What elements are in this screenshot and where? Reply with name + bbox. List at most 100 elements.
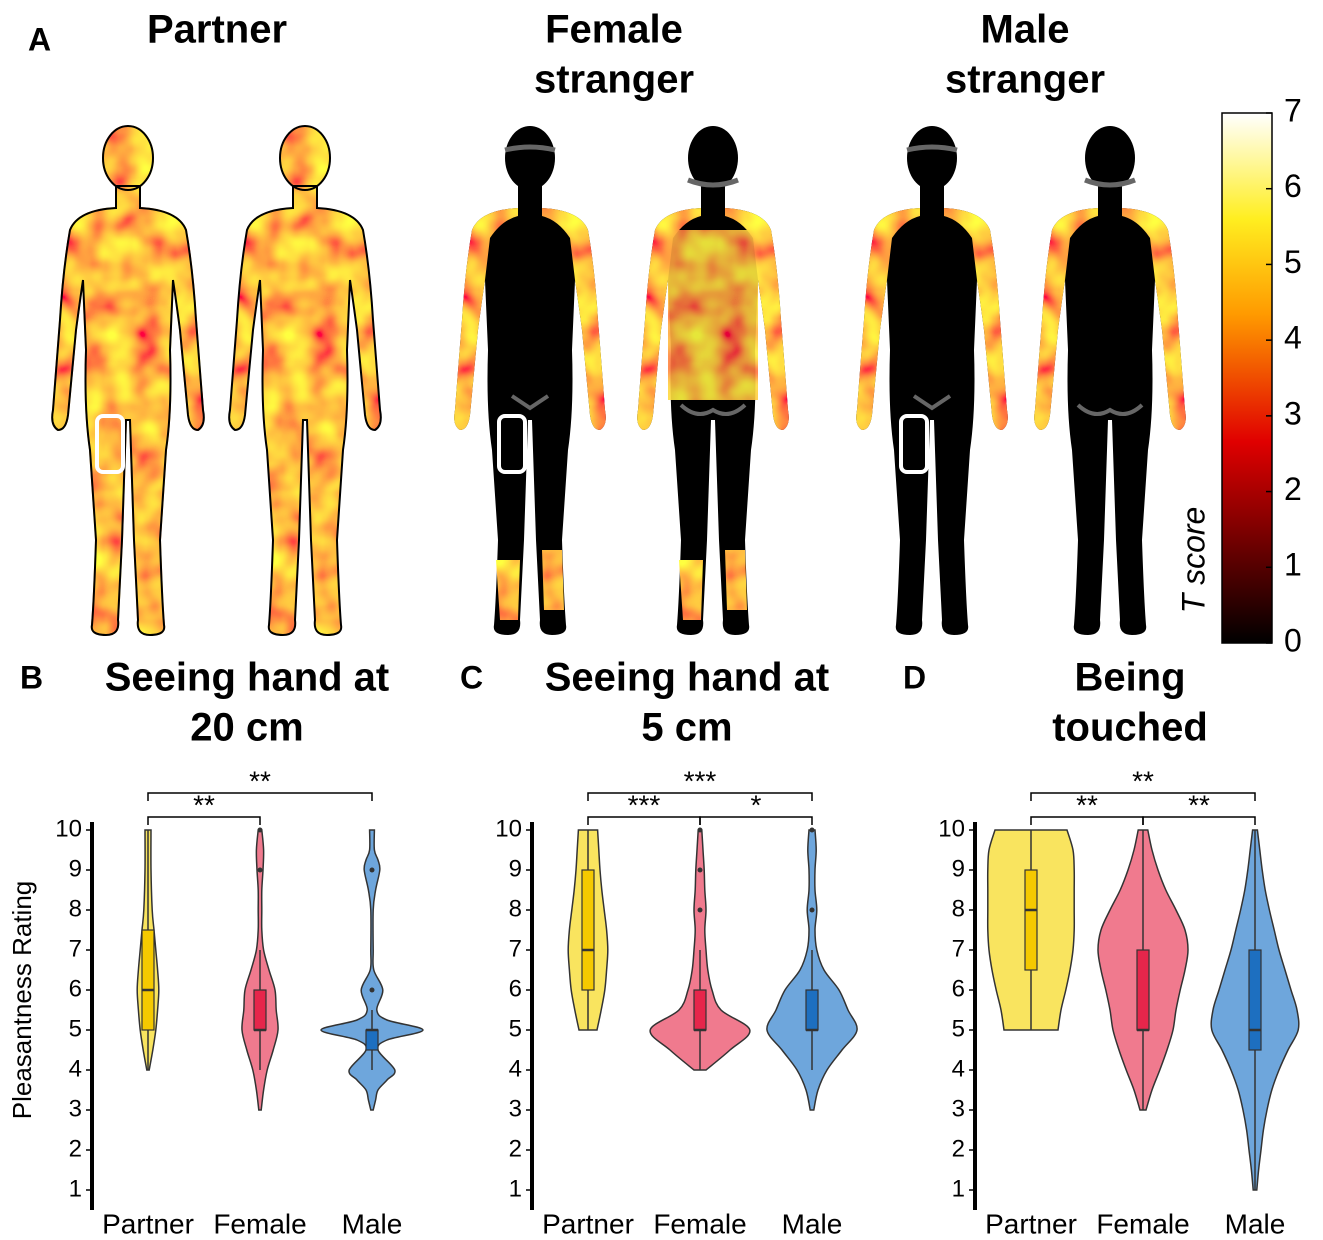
map-title: Female xyxy=(545,8,683,52)
male-back xyxy=(1034,126,1186,635)
map-title: Partner xyxy=(147,8,287,52)
x-tick-label: Female xyxy=(213,1208,306,1239)
y-tick-label: 3 xyxy=(509,1095,522,1122)
y-tick-label: 9 xyxy=(952,855,965,882)
significance-bracket xyxy=(587,792,813,801)
significance-label: ** xyxy=(1188,789,1210,820)
outlier xyxy=(257,867,263,873)
chart-title: Being xyxy=(1074,656,1185,700)
y-tick-label: 4 xyxy=(69,1055,82,1082)
outlier xyxy=(257,827,263,833)
y-tick-label: 2 xyxy=(952,1135,965,1162)
female-back xyxy=(637,126,789,635)
outlier xyxy=(697,907,703,913)
colorbar-tick-label: 7 xyxy=(1284,92,1302,128)
colorbar-tick-label: 5 xyxy=(1284,244,1302,280)
map-title: Male xyxy=(981,8,1070,52)
y-tick-label: 6 xyxy=(952,975,965,1002)
outlier xyxy=(697,867,703,873)
y-tick-label: 2 xyxy=(69,1135,82,1162)
outlier xyxy=(809,827,815,833)
panel-letter: A xyxy=(28,21,51,57)
colorbar-tick-label: 6 xyxy=(1284,168,1302,204)
x-tick-label: Partner xyxy=(985,1208,1077,1239)
y-tick-label: 3 xyxy=(69,1095,82,1122)
box xyxy=(581,869,595,991)
y-tick-label: 8 xyxy=(69,895,82,922)
y-tick-label: 9 xyxy=(509,855,522,882)
chart-title: 5 cm xyxy=(641,706,732,750)
box xyxy=(1136,949,1150,1031)
box xyxy=(253,989,267,1031)
panel-letter: C xyxy=(460,659,483,695)
chart-title: Seeing hand at xyxy=(105,656,390,700)
significance-label: ** xyxy=(1076,789,1098,820)
significance-label: *** xyxy=(628,789,661,820)
colorbar-label: T score xyxy=(1175,507,1211,614)
chart-title: 20 cm xyxy=(190,706,303,750)
y-tick-label: 7 xyxy=(69,935,82,962)
partner-back xyxy=(228,125,382,636)
y-tick-label: 2 xyxy=(509,1135,522,1162)
colorbar-tick-label: 1 xyxy=(1284,547,1302,583)
significance-bracket xyxy=(1030,792,1256,801)
box xyxy=(1248,949,1262,1051)
x-tick-label: Partner xyxy=(542,1208,634,1239)
male-front xyxy=(856,126,1008,635)
partner-front xyxy=(51,125,205,636)
y-tick-label: 5 xyxy=(69,1015,82,1042)
chart-title: Seeing hand at xyxy=(545,656,830,700)
y-tick-label: 1 xyxy=(69,1175,82,1202)
significance-bracket xyxy=(147,792,373,801)
significance-bracket xyxy=(1142,816,1256,825)
y-tick-label: 9 xyxy=(69,855,82,882)
x-tick-label: Female xyxy=(1096,1208,1189,1239)
y-tick-label: 7 xyxy=(509,935,522,962)
x-tick-label: Male xyxy=(1225,1208,1286,1239)
y-tick-label: 1 xyxy=(952,1175,965,1202)
female-front xyxy=(454,126,606,635)
x-tick-label: Partner xyxy=(102,1208,194,1239)
significance-bracket xyxy=(147,816,261,825)
significance-label: * xyxy=(751,789,762,820)
y-tick-label: 3 xyxy=(952,1095,965,1122)
outlier xyxy=(809,907,815,913)
y-tick-label: 1 xyxy=(509,1175,522,1202)
colorbar-tick-label: 4 xyxy=(1284,320,1302,356)
box xyxy=(805,989,819,1031)
y-tick-label: 5 xyxy=(952,1015,965,1042)
y-tick-label: 4 xyxy=(952,1055,965,1082)
violin xyxy=(320,829,424,1111)
y-tick-label: 5 xyxy=(509,1015,522,1042)
panel-letter: D xyxy=(903,659,926,695)
map-title: stranger xyxy=(945,58,1105,102)
significance-label: *** xyxy=(684,765,717,796)
x-tick-label: Male xyxy=(782,1208,843,1239)
y-tick-label: 10 xyxy=(55,815,82,842)
y-tick-label: 4 xyxy=(509,1055,522,1082)
y-tick-label: 8 xyxy=(952,895,965,922)
y-tick-label: 6 xyxy=(509,975,522,1002)
y-tick-label: 6 xyxy=(69,975,82,1002)
colorbar-tick-label: 2 xyxy=(1284,471,1302,507)
outlier xyxy=(369,867,375,873)
map-title: stranger xyxy=(534,58,694,102)
x-tick-label: Female xyxy=(653,1208,746,1239)
box xyxy=(693,989,707,1031)
y-tick-label: 8 xyxy=(509,895,522,922)
y-axis-label: Pleasantness Rating xyxy=(7,881,37,1119)
box xyxy=(365,1029,379,1051)
significance-label: ** xyxy=(193,789,215,820)
body-maps xyxy=(51,112,1273,644)
y-tick-label: 10 xyxy=(938,815,965,842)
colorbar xyxy=(1221,112,1273,644)
significance-label: ** xyxy=(1132,765,1154,796)
box xyxy=(1024,869,1038,971)
significance-bracket xyxy=(699,816,813,825)
outlier xyxy=(369,987,375,993)
y-tick-label: 7 xyxy=(952,935,965,962)
chart-title: touched xyxy=(1052,706,1208,750)
y-tick-label: 10 xyxy=(495,815,522,842)
x-tick-label: Male xyxy=(342,1208,403,1239)
